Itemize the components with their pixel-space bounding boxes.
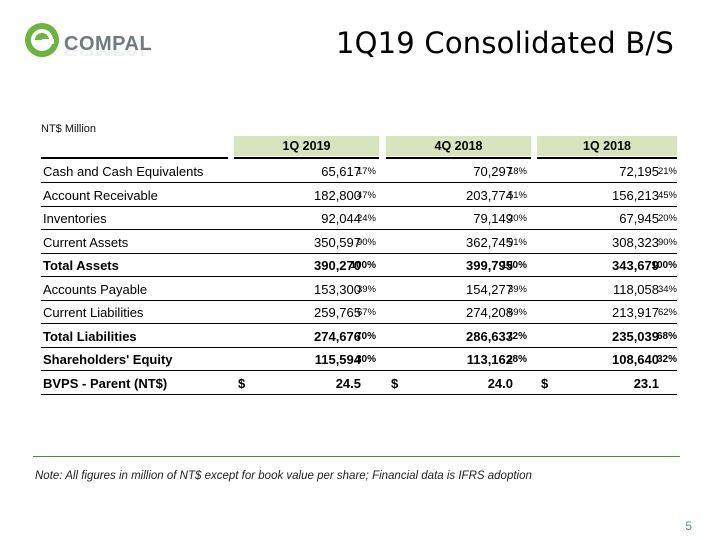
percent-cell: 100% bbox=[651, 260, 677, 271]
logo-reflection: COMPAL bbox=[64, 47, 153, 57]
value-cell: 182,800 bbox=[314, 187, 361, 203]
row-label: Account Receivable bbox=[43, 187, 158, 203]
footnote: Note: All figures in million of NT$ exce… bbox=[35, 470, 532, 482]
percent-cell: 51% bbox=[507, 189, 527, 201]
value-cell: 92,044 bbox=[321, 211, 361, 226]
value-cell: 203,774 bbox=[466, 187, 513, 203]
value-cell: 286,633 bbox=[466, 328, 513, 344]
table-row: Accounts Payable 153,300 39% 154,277 39% 118,… bbox=[41, 278, 677, 301]
percent-cell: 68% bbox=[656, 330, 677, 342]
value-cell: 235,039 bbox=[612, 328, 659, 344]
table-row: Total Liabilities 274,676 70% 286,633 72% 235… bbox=[41, 325, 677, 348]
percent-cell: 28% bbox=[506, 354, 527, 365]
value-cell: 399,795 bbox=[466, 258, 513, 273]
unit-label: NT$ Million bbox=[41, 123, 97, 135]
logo-wordmark: COMPAL bbox=[64, 33, 153, 55]
page-title: 1Q19 Consolidated B/S bbox=[335, 26, 674, 60]
currency-symbol: $ bbox=[238, 375, 246, 391]
percent-cell: 18% bbox=[507, 166, 527, 177]
percent-cell: 21% bbox=[657, 166, 677, 177]
percent-cell: 91% bbox=[507, 236, 527, 248]
row-label: Shareholders' Equity bbox=[43, 352, 173, 367]
value-cell: 24.5 bbox=[335, 375, 361, 391]
page-number: 5 bbox=[685, 519, 692, 533]
row-label: Current Liabilities bbox=[43, 305, 144, 320]
value-cell: 274,208 bbox=[466, 305, 513, 320]
percent-cell: 69% bbox=[507, 307, 527, 318]
percent-cell: 39% bbox=[356, 283, 376, 295]
value-cell: 154,277 bbox=[466, 281, 513, 297]
value-cell: 24.0 bbox=[487, 375, 513, 391]
percent-cell: 20% bbox=[507, 213, 527, 224]
percent-cell: 34% bbox=[657, 283, 677, 295]
value-cell: 153,300 bbox=[314, 281, 361, 297]
value-cell: 70,297 bbox=[473, 164, 513, 179]
currency-symbol: $ bbox=[391, 375, 399, 391]
company-logo: COMPAL COMPAL bbox=[22, 20, 172, 70]
row-label: Inventories bbox=[43, 211, 107, 226]
table-row: Current Liabilities 259,765 67% 274,208 69% 2… bbox=[41, 301, 677, 324]
row-label: Total Liabilities bbox=[43, 328, 137, 344]
table-row: Current Assets 350,597 90% 362,745 91% 308,32… bbox=[41, 231, 677, 254]
percent-cell: 70% bbox=[355, 330, 376, 342]
value-cell: 350,597 bbox=[314, 234, 361, 250]
value-cell: 343,679 bbox=[612, 258, 659, 273]
percent-cell: 45% bbox=[657, 189, 677, 201]
percent-cell: 24% bbox=[356, 213, 376, 224]
row-label: Accounts Payable bbox=[43, 281, 148, 297]
percent-cell: 20% bbox=[657, 213, 677, 224]
row-label: BVPS - Parent (NT$) bbox=[43, 375, 168, 391]
value-cell: 79,149 bbox=[473, 211, 513, 226]
percent-cell: 39% bbox=[507, 283, 527, 295]
value-cell: 113,162 bbox=[466, 352, 513, 367]
table-row: BVPS - Parent (NT$) $24.5 $24.0 $23.1 bbox=[41, 372, 677, 395]
value-cell: 23.1 bbox=[633, 375, 659, 391]
value-cell: 108,640 bbox=[612, 352, 659, 367]
period-header-1q2018: 1Q 2018 bbox=[537, 136, 677, 156]
table-row: Total Assets 390,270 100% 399,795 100% 343,67… bbox=[41, 254, 677, 277]
value-cell: 308,323 bbox=[612, 234, 659, 250]
table-row: Shareholders' Equity 115,594 30% 113,162 28%… bbox=[41, 348, 677, 371]
value-cell: 213,917 bbox=[612, 305, 659, 320]
row-label: Cash and Cash Equivalents bbox=[43, 164, 204, 179]
percent-cell: 47% bbox=[356, 189, 376, 201]
currency-symbol: $ bbox=[541, 375, 549, 391]
header-rule bbox=[41, 157, 228, 159]
value-cell: 259,765 bbox=[314, 305, 361, 320]
percent-cell: 62% bbox=[657, 307, 677, 318]
percent-cell: 17% bbox=[356, 166, 376, 177]
header-rule bbox=[234, 157, 379, 159]
footer-divider bbox=[33, 456, 680, 457]
value-cell: 72,195 bbox=[619, 164, 659, 179]
percent-cell: 30% bbox=[355, 354, 376, 365]
percent-cell: 90% bbox=[657, 236, 677, 248]
period-header-4q2018: 4Q 2018 bbox=[386, 136, 531, 156]
table-row: Inventories 92,044 24% 79,149 20% 67,945 20% bbox=[41, 207, 677, 230]
row-label: Total Assets bbox=[43, 258, 119, 273]
value-cell: 274,676 bbox=[314, 328, 361, 344]
percent-cell: 67% bbox=[356, 307, 376, 318]
table-row: Account Receivable 182,800 47% 203,774 51% 15… bbox=[41, 184, 677, 207]
value-cell: 67,945 bbox=[619, 211, 659, 226]
table-row: Cash and Cash Equivalents 65,617 17% 70,297… bbox=[41, 160, 677, 183]
percent-cell: 100% bbox=[501, 260, 527, 271]
value-cell: 390,270 bbox=[314, 258, 361, 273]
value-cell: 156,213 bbox=[612, 187, 659, 203]
percent-cell: 100% bbox=[350, 260, 376, 271]
row-label: Current Assets bbox=[43, 234, 129, 250]
header-rule bbox=[537, 157, 677, 159]
header-rule bbox=[386, 157, 531, 159]
percent-cell: 32% bbox=[656, 354, 677, 365]
value-cell: 118,058 bbox=[612, 281, 659, 297]
percent-cell: 72% bbox=[506, 330, 527, 342]
compal-logo-icon bbox=[25, 23, 59, 57]
value-cell: 115,594 bbox=[314, 352, 361, 367]
value-cell: 65,617 bbox=[321, 164, 361, 179]
value-cell: 362,745 bbox=[466, 234, 513, 250]
period-header-1q2019: 1Q 2019 bbox=[234, 136, 379, 156]
percent-cell: 90% bbox=[356, 236, 376, 248]
